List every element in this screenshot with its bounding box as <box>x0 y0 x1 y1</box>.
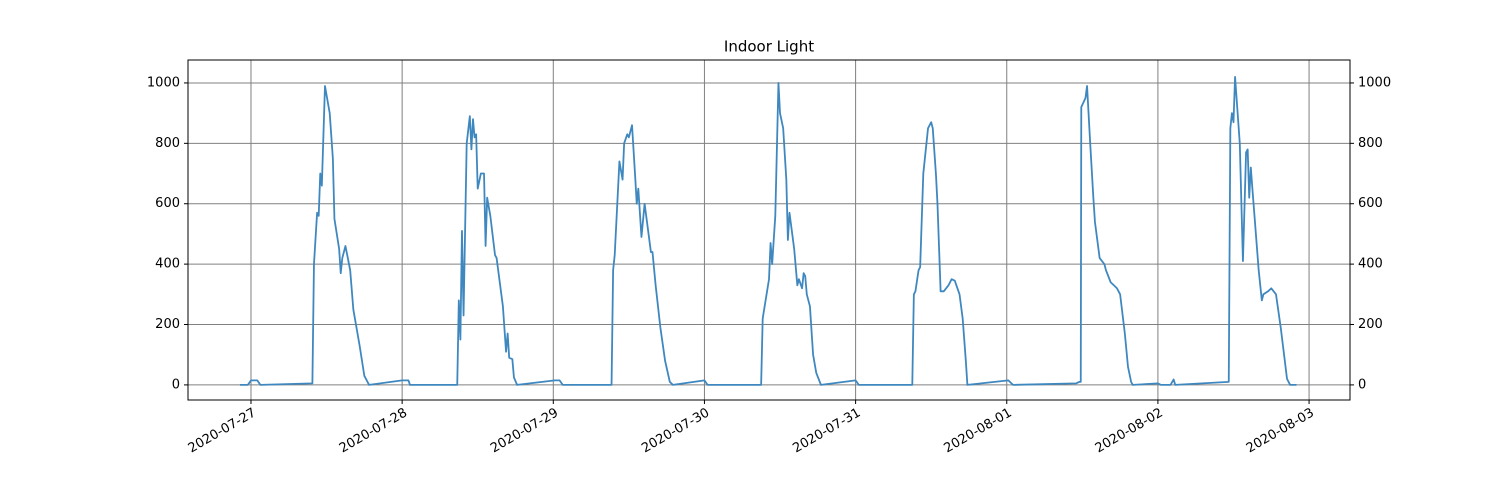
x-tick-label: 2020-07-27 <box>186 406 259 457</box>
chart-title: Indoor Light <box>724 38 814 56</box>
y-tick-label: 400 <box>155 257 180 272</box>
y2-tick-label: 200 <box>1358 317 1383 332</box>
data-line <box>239 76 1297 386</box>
plot-frame <box>187 59 1351 401</box>
x-tick-label: 2020-07-29 <box>488 406 561 457</box>
x-tick-label: 2020-08-01 <box>942 406 1015 457</box>
y-tick-label: 200 <box>155 317 180 332</box>
y2-tick-label: 0 <box>1358 377 1366 392</box>
x-tick-label: 2020-08-02 <box>1093 406 1166 457</box>
x-tick-label: 2020-07-31 <box>790 406 863 457</box>
y2-tick-label: 600 <box>1358 196 1383 211</box>
x-tick-label: 2020-08-03 <box>1244 406 1317 457</box>
y-tick-label: 0 <box>172 377 180 392</box>
y-tick-label: 800 <box>155 136 180 151</box>
x-tick-label: 2020-07-28 <box>337 406 410 457</box>
y-tick-label: 1000 <box>147 75 180 90</box>
y2-tick-label: 1000 <box>1358 75 1391 90</box>
x-tick-label: 2020-07-30 <box>639 406 712 457</box>
y-tick-label: 600 <box>155 196 180 211</box>
y2-tick-label: 800 <box>1358 136 1383 151</box>
y2-tick-label: 400 <box>1358 257 1383 272</box>
